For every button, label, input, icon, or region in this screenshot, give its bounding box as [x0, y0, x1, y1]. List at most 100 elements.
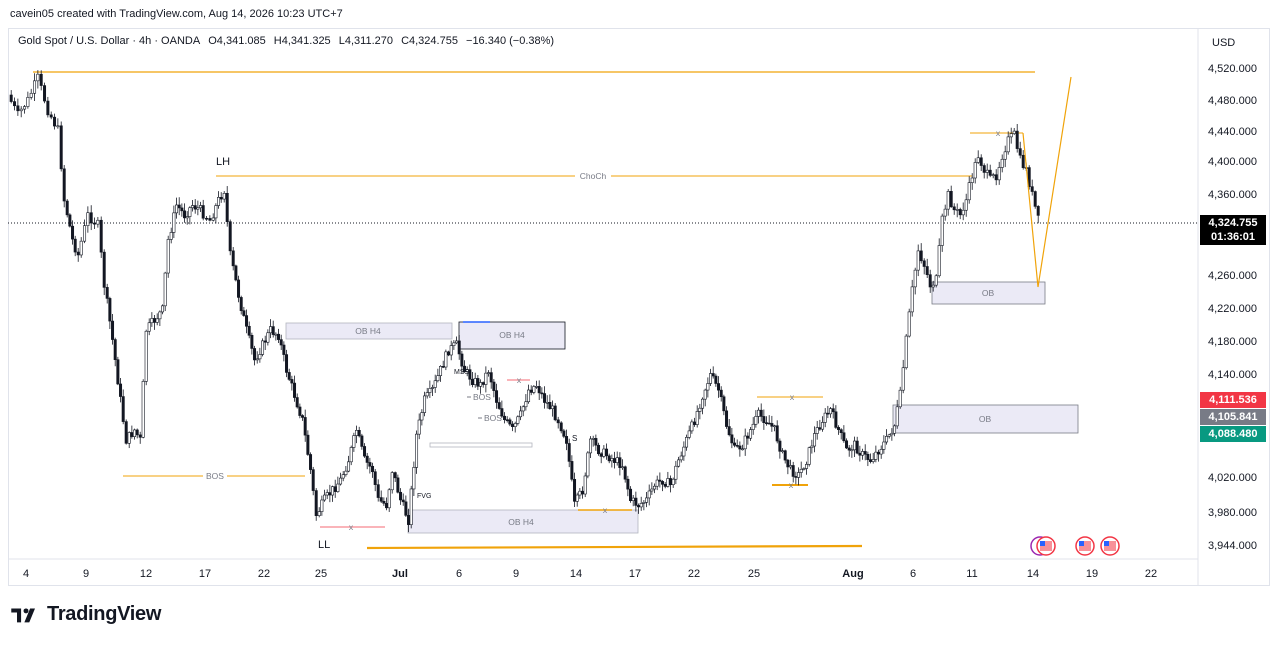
candle-body[interactable] — [976, 157, 980, 163]
candle-body[interactable] — [690, 421, 694, 432]
candle-body[interactable] — [719, 389, 723, 398]
candle-body[interactable] — [399, 491, 403, 501]
candle-body[interactable] — [869, 459, 873, 462]
candle-body[interactable] — [826, 412, 830, 415]
candle-body[interactable] — [605, 448, 609, 457]
bottom-level-line[interactable] — [366, 544, 863, 550]
candle-body[interactable] — [821, 422, 825, 430]
candle-body[interactable] — [99, 219, 103, 253]
candle-body[interactable] — [759, 409, 763, 417]
candle-body[interactable] — [71, 225, 75, 240]
candle-body[interactable] — [344, 470, 348, 475]
candle-body[interactable] — [211, 217, 215, 221]
candle-body[interactable] — [205, 217, 209, 220]
candle-body[interactable] — [701, 398, 705, 409]
candle-body[interactable] — [925, 266, 929, 275]
candle-body[interactable] — [433, 380, 437, 388]
candle-body[interactable] — [309, 454, 313, 470]
price-tag-red[interactable]: 4,111.536 — [1200, 392, 1266, 408]
candle-body[interactable] — [13, 101, 17, 107]
candle-body[interactable] — [271, 326, 275, 335]
candle-body[interactable] — [239, 297, 243, 311]
candle-body[interactable] — [376, 484, 380, 498]
candle-body[interactable] — [237, 279, 241, 298]
candle-body[interactable] — [331, 486, 335, 496]
candle-body[interactable] — [208, 218, 212, 221]
candle-body[interactable] — [934, 275, 938, 286]
price-tag-green[interactable]: 4,088.480 — [1200, 426, 1266, 442]
candle-body[interactable] — [586, 452, 590, 477]
currency-label[interactable]: USD — [1212, 37, 1236, 49]
candle-body[interactable] — [23, 106, 27, 110]
candle-body[interactable] — [661, 481, 665, 485]
candle-body[interactable] — [810, 445, 814, 449]
candle-body[interactable] — [387, 489, 391, 509]
candle-body[interactable] — [489, 372, 493, 383]
candle-body[interactable] — [201, 205, 205, 219]
candle-body[interactable] — [76, 251, 80, 256]
candle-body[interactable] — [404, 501, 408, 516]
candle-body[interactable] — [1021, 154, 1025, 168]
candle-body[interactable] — [274, 333, 278, 336]
candle-body[interactable] — [973, 162, 977, 179]
candle-body[interactable] — [834, 411, 838, 428]
candle-body[interactable] — [393, 472, 397, 479]
candle-body[interactable] — [735, 444, 739, 447]
candle-body[interactable] — [1030, 186, 1034, 192]
candle-body[interactable] — [258, 354, 262, 360]
candle-body[interactable] — [225, 193, 229, 222]
candle-body[interactable] — [626, 478, 630, 490]
candle-body[interactable] — [629, 488, 633, 501]
candle-body[interactable] — [730, 434, 734, 444]
candle-body[interactable] — [169, 232, 173, 240]
candle-body[interactable] — [743, 435, 747, 450]
candle-body[interactable] — [738, 445, 742, 450]
candle-body[interactable] — [269, 326, 273, 334]
candle-body[interactable] — [119, 383, 123, 397]
candle-body[interactable] — [642, 502, 646, 504]
candle-body[interactable] — [1015, 130, 1019, 149]
candle-body[interactable] — [682, 446, 686, 457]
candle-body[interactable] — [799, 468, 803, 473]
candle-body[interactable] — [352, 435, 356, 448]
candle-body[interactable] — [879, 448, 883, 455]
candle-body[interactable] — [645, 497, 649, 503]
candle-body[interactable] — [199, 205, 203, 209]
candle-body[interactable] — [447, 351, 451, 356]
candle-body[interactable] — [177, 204, 181, 209]
candle-body[interactable] — [306, 434, 310, 455]
candle-body[interactable] — [653, 485, 657, 490]
candle-body[interactable] — [669, 478, 673, 486]
candle-body[interactable] — [802, 468, 806, 470]
candle-body[interactable] — [997, 167, 1001, 181]
candle-body[interactable] — [706, 383, 710, 391]
candle-body[interactable] — [412, 467, 416, 490]
candle-body[interactable] — [1036, 206, 1040, 216]
candle-body[interactable] — [473, 378, 477, 385]
candle-body[interactable] — [401, 499, 405, 503]
candle-body[interactable] — [655, 479, 659, 487]
candle-body[interactable] — [543, 393, 547, 403]
candle-body[interactable] — [958, 209, 962, 216]
ob-h4-zone[interactable] — [285, 322, 453, 340]
candle-body[interactable] — [815, 427, 819, 434]
candle-body[interactable] — [96, 219, 100, 225]
candle-body[interactable] — [141, 381, 145, 438]
candle-body[interactable] — [188, 207, 192, 217]
candle-body[interactable] — [373, 471, 377, 485]
candle-body[interactable] — [423, 395, 427, 413]
candle-body[interactable] — [529, 389, 533, 393]
candle-body[interactable] — [505, 419, 509, 421]
candle-body[interactable] — [647, 490, 651, 499]
candle-body[interactable] — [599, 453, 603, 457]
candle-body[interactable] — [317, 511, 321, 516]
candle-body[interactable] — [907, 311, 911, 337]
candle-body[interactable] — [231, 250, 235, 267]
candle-body[interactable] — [882, 441, 886, 450]
candle-body[interactable] — [183, 210, 187, 219]
candle-body[interactable] — [457, 340, 461, 355]
candle-body[interactable] — [68, 214, 72, 227]
candle-body[interactable] — [9, 94, 13, 102]
candle-body[interactable] — [545, 401, 549, 404]
candle-body[interactable] — [368, 462, 372, 467]
